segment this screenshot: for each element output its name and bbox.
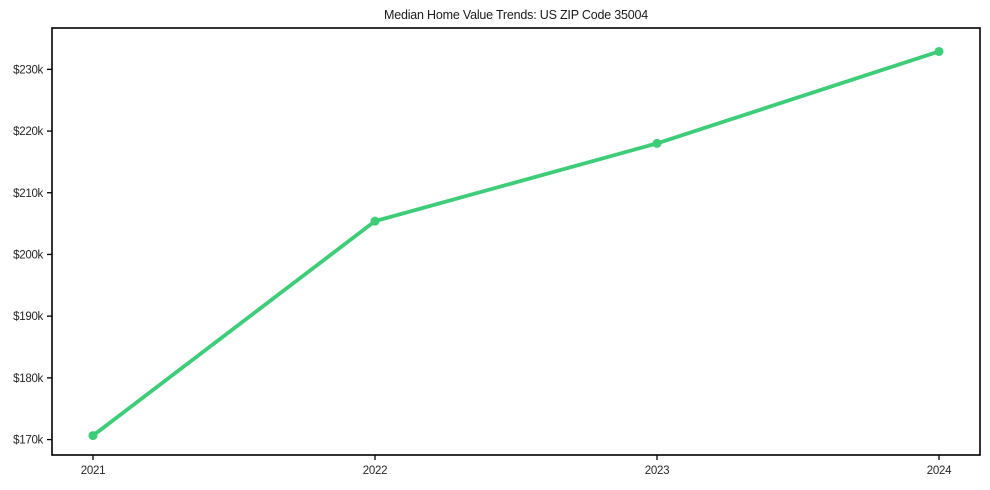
data-point-marker (88, 431, 98, 441)
y-tick-label: $220k (13, 126, 43, 138)
y-tick-label: $180k (13, 373, 43, 385)
y-tick-label: $230k (13, 64, 43, 76)
axes-spine (51, 27, 981, 456)
data-point-marker (652, 138, 662, 148)
x-tick-label: 2022 (363, 465, 387, 477)
x-tick-label: 2021 (81, 465, 105, 477)
x-tick-label: 2024 (927, 465, 952, 477)
data-point-marker (934, 46, 944, 56)
trend-line (91, 49, 941, 438)
y-tick-label: $190k (13, 311, 43, 323)
x-tick-label: 2023 (645, 465, 669, 477)
data-point-marker (370, 216, 380, 226)
y-tick-label: $210k (13, 188, 43, 200)
chart-title: Median Home Value Trends: US ZIP Code 35… (383, 8, 648, 22)
y-tick-label: $170k (13, 435, 43, 447)
y-tick-label: $200k (13, 249, 43, 261)
